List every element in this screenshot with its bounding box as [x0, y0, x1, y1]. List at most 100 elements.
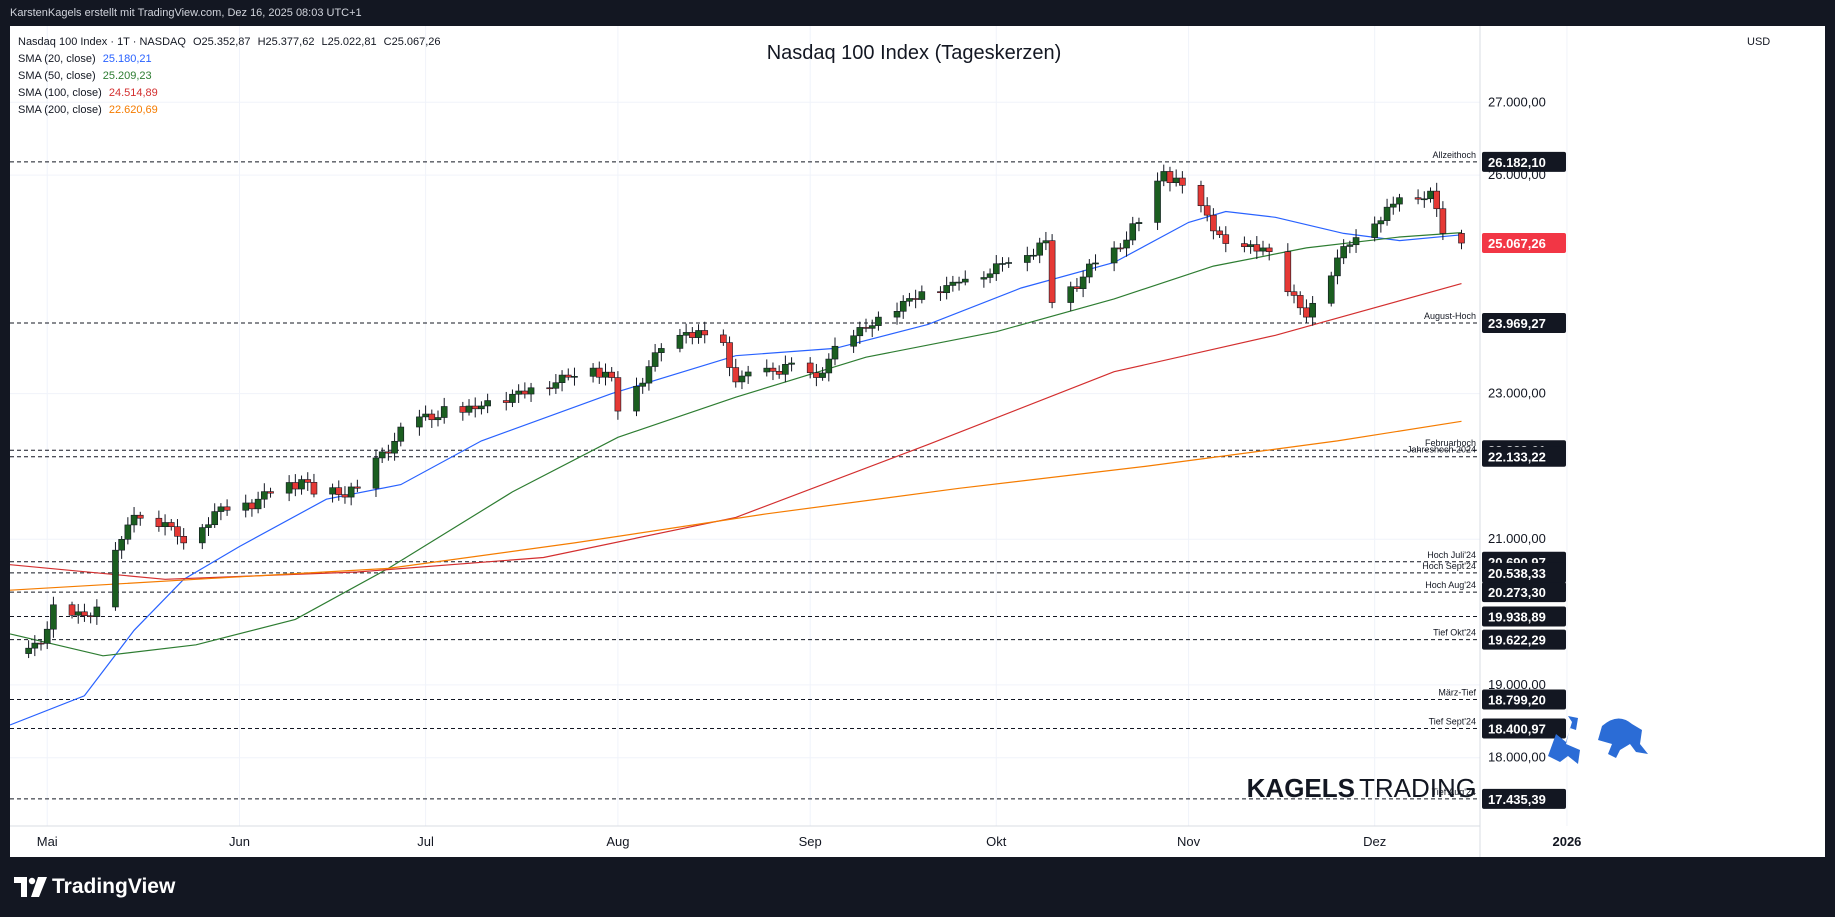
- level-price-badge: [1482, 151, 1566, 172]
- candle-body: [478, 405, 485, 410]
- level-name-label: März-Tief: [1438, 688, 1476, 698]
- legend-sma-50[interactable]: SMA (50, close) 25.209,23: [18, 68, 441, 85]
- level-price-label: 20.273,30: [1488, 585, 1546, 600]
- candle-body: [1427, 190, 1434, 200]
- candle-body: [205, 524, 212, 528]
- ohlc-close: C25.067,26: [383, 36, 441, 48]
- legend-symbol-row: Nasdaq 100 Index · 1T · NASDAQ O25.352,8…: [18, 34, 441, 51]
- sma-200-label: SMA (200, close): [18, 104, 102, 116]
- candle-body: [416, 416, 423, 428]
- level-name-label: Hoch Juli'24: [1427, 550, 1476, 560]
- candle-body: [769, 367, 777, 372]
- candle-body: [633, 386, 640, 412]
- candle-body: [527, 387, 535, 395]
- candle-body: [595, 367, 603, 378]
- candle-body: [87, 615, 94, 618]
- candle-body: [1303, 307, 1310, 318]
- candle-body: [1377, 220, 1385, 225]
- candle-body: [1290, 291, 1298, 296]
- candle-body: [1439, 208, 1447, 234]
- level-name-label: Tief Sept'24: [1429, 717, 1476, 727]
- candle-body: [906, 298, 913, 302]
- chart-pane[interactable]: Allzeithoch August-Hoch Februarhoch Jahresh…: [9, 26, 1825, 857]
- tradingview-logo-text: TradingView: [52, 875, 176, 898]
- candle-body: [1371, 223, 1378, 238]
- attribution-text: KarstenKagels erstellt mit TradingView.c…: [10, 7, 362, 19]
- candle-body: [1048, 240, 1056, 303]
- candle-body: [614, 377, 622, 412]
- candle-body: [589, 367, 597, 377]
- candle-body: [31, 642, 39, 649]
- candle-body: [782, 363, 789, 375]
- candle-body: [130, 514, 138, 526]
- candle-body: [155, 517, 163, 528]
- candle-body: [1247, 244, 1254, 247]
- level-price-badge: [1482, 446, 1566, 467]
- candle-body: [1222, 234, 1230, 244]
- candle-body: [118, 539, 125, 551]
- level-name-label: Hoch Sept'24: [1422, 561, 1476, 571]
- candle-body: [261, 491, 268, 500]
- candle-body: [720, 334, 727, 343]
- candle-body: [223, 506, 231, 511]
- level-price-badge: [1482, 718, 1566, 739]
- candle-body: [999, 263, 1006, 265]
- candle-body: [912, 298, 919, 300]
- symbol-line: Nasdaq 100 Index · 1T · NASDAQ: [18, 36, 186, 48]
- sma-line: [9, 232, 1462, 657]
- candle-body: [868, 325, 876, 329]
- candle-body: [217, 506, 225, 512]
- candle-body: [1309, 302, 1316, 318]
- candle-body: [242, 502, 250, 511]
- candle-body: [372, 457, 380, 489]
- time-tick-label: Dez: [1363, 834, 1386, 849]
- candle-body: [608, 371, 615, 378]
- candle-body: [775, 371, 783, 375]
- candle-body: [1042, 240, 1050, 244]
- candle-body: [899, 300, 907, 312]
- candle-body: [813, 372, 820, 378]
- candle-body: [1334, 257, 1341, 277]
- candle-body: [50, 604, 57, 630]
- candle-body: [1129, 223, 1137, 241]
- candle-body: [81, 611, 88, 617]
- candle-body: [918, 291, 926, 300]
- candle-body: [937, 291, 944, 294]
- tradingview-logo[interactable]: TradingView: [14, 873, 175, 901]
- candle-body: [180, 536, 187, 544]
- candle-body: [74, 611, 82, 616]
- level-price-label: 20.538,33: [1488, 566, 1546, 581]
- level-name-label: Jahreshoch 2024: [1407, 445, 1476, 455]
- candle-body: [37, 642, 45, 645]
- watermark-text-bold: KAGELS: [1247, 773, 1355, 803]
- candle-body: [571, 376, 578, 378]
- candle-body: [695, 330, 702, 338]
- price-tick-label: 18.000,00: [1488, 750, 1546, 765]
- candle-body: [267, 491, 274, 494]
- candle-body: [1253, 244, 1261, 252]
- candle-body: [955, 281, 963, 284]
- candle-body: [43, 628, 51, 644]
- candle-body: [347, 486, 355, 498]
- candle-body: [1179, 177, 1186, 186]
- bear-icon: [1598, 718, 1648, 758]
- price-chart[interactable]: Allzeithoch August-Hoch FebruarhochJahresh…: [9, 26, 1825, 857]
- candle-body: [521, 390, 529, 395]
- candle-body: [1458, 233, 1465, 244]
- level-name-label: Februarhoch: [1425, 438, 1476, 448]
- candle-body: [1433, 190, 1440, 210]
- legend-sma-20[interactable]: SMA (20, close) 25.180,21: [18, 51, 441, 68]
- sma-50-label: SMA (50, close): [18, 70, 96, 82]
- candle-body: [602, 371, 609, 378]
- candle-body: [254, 498, 262, 510]
- level-price-label: 17.435,39: [1488, 792, 1546, 807]
- candle-body: [738, 375, 746, 383]
- watermark-text-light: TRADING: [1359, 773, 1476, 803]
- candle-body: [726, 342, 733, 368]
- legend-sma-100[interactable]: SMA (100, close) 24.514,89: [18, 85, 441, 102]
- candle-body: [329, 487, 336, 495]
- candle-body: [1110, 247, 1118, 264]
- legend-sma-200[interactable]: SMA (200, close) 22.620,69: [18, 102, 441, 119]
- candle-body: [211, 511, 218, 526]
- candle-body: [1092, 262, 1099, 265]
